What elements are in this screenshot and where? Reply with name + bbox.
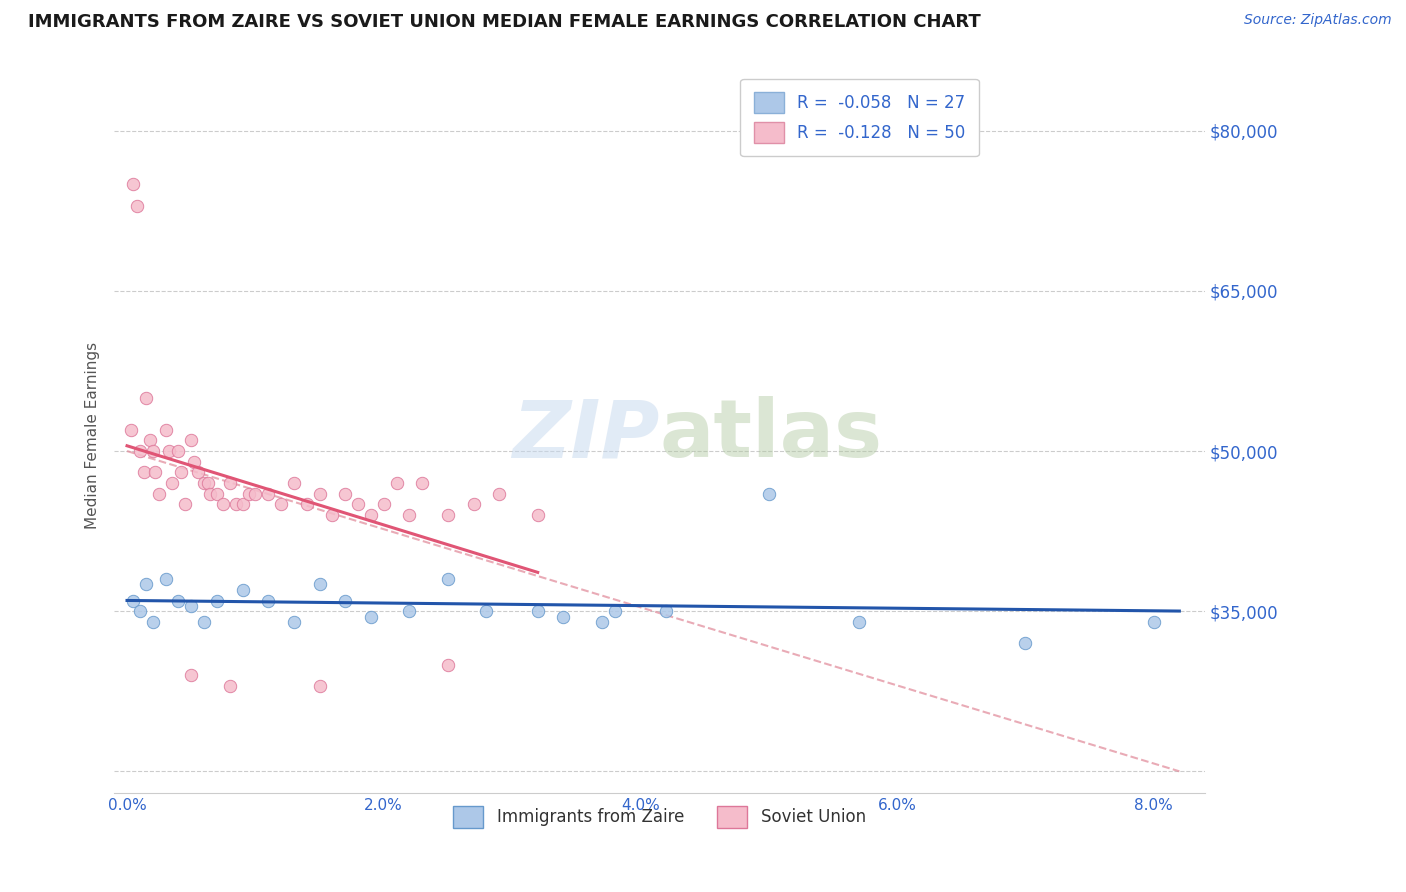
Point xyxy=(122,593,145,607)
Point xyxy=(127,198,149,212)
Point xyxy=(197,476,219,491)
Point xyxy=(238,487,260,501)
Point xyxy=(180,668,202,682)
Point xyxy=(200,487,222,501)
Point xyxy=(463,498,485,512)
Point xyxy=(218,679,240,693)
Point xyxy=(193,476,215,491)
Point xyxy=(270,498,292,512)
Point xyxy=(360,508,382,522)
Point xyxy=(173,498,195,512)
Point xyxy=(225,498,247,512)
Point xyxy=(167,593,190,607)
Point xyxy=(475,604,498,618)
Point xyxy=(411,476,433,491)
Point xyxy=(385,476,408,491)
Point xyxy=(135,577,157,591)
Point xyxy=(257,487,280,501)
Point xyxy=(591,615,613,629)
Point xyxy=(205,593,228,607)
Point xyxy=(398,508,420,522)
Point xyxy=(437,657,460,672)
Point xyxy=(373,498,395,512)
Point xyxy=(135,391,157,405)
Point xyxy=(1143,615,1166,629)
Point xyxy=(283,615,305,629)
Point xyxy=(308,577,330,591)
Point xyxy=(360,609,382,624)
Point xyxy=(437,572,460,586)
Point xyxy=(295,498,318,512)
Text: IMMIGRANTS FROM ZAIRE VS SOVIET UNION MEDIAN FEMALE EARNINGS CORRELATION CHART: IMMIGRANTS FROM ZAIRE VS SOVIET UNION ME… xyxy=(28,13,981,31)
Point xyxy=(488,487,510,501)
Text: ZIP: ZIP xyxy=(512,396,659,474)
Point xyxy=(335,593,357,607)
Point xyxy=(139,434,162,448)
Point xyxy=(347,498,370,512)
Point xyxy=(157,444,180,458)
Point xyxy=(335,487,357,501)
Point xyxy=(257,593,280,607)
Point xyxy=(142,444,165,458)
Point xyxy=(160,476,183,491)
Point xyxy=(167,444,190,458)
Point xyxy=(1014,636,1036,650)
Point xyxy=(321,508,343,522)
Point xyxy=(180,599,202,613)
Point xyxy=(180,434,202,448)
Point xyxy=(231,498,253,512)
Point xyxy=(120,423,142,437)
Point xyxy=(526,604,548,618)
Point xyxy=(143,466,166,480)
Point xyxy=(128,444,150,458)
Point xyxy=(142,615,165,629)
Point xyxy=(437,508,460,522)
Point xyxy=(132,466,155,480)
Point xyxy=(553,609,575,624)
Point xyxy=(122,177,145,191)
Point xyxy=(231,582,253,597)
Point xyxy=(155,423,177,437)
Point xyxy=(183,455,205,469)
Point xyxy=(308,679,330,693)
Point xyxy=(308,487,330,501)
Point xyxy=(245,487,267,501)
Point xyxy=(848,615,870,629)
Point xyxy=(128,604,150,618)
Point xyxy=(655,604,678,618)
Point xyxy=(205,487,228,501)
Legend: Immigrants from Zaire, Soviet Union: Immigrants from Zaire, Soviet Union xyxy=(447,799,873,834)
Point xyxy=(193,615,215,629)
Point xyxy=(526,508,548,522)
Point xyxy=(758,487,780,501)
Point xyxy=(398,604,420,618)
Point xyxy=(283,476,305,491)
Point xyxy=(148,487,170,501)
Point xyxy=(212,498,235,512)
Point xyxy=(603,604,626,618)
Text: atlas: atlas xyxy=(659,396,883,474)
Text: Source: ZipAtlas.com: Source: ZipAtlas.com xyxy=(1244,13,1392,28)
Point xyxy=(155,572,177,586)
Point xyxy=(170,466,193,480)
Point xyxy=(218,476,240,491)
Point xyxy=(187,466,209,480)
Y-axis label: Median Female Earnings: Median Female Earnings xyxy=(86,342,100,529)
